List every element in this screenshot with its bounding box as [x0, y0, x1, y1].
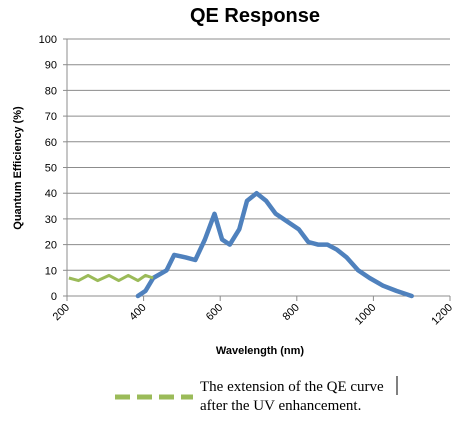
y-tick-label: 80: [45, 85, 57, 97]
chart-title: QE Response: [190, 5, 320, 27]
y-tick-label: 40: [45, 188, 57, 200]
grid-lines: [67, 38, 450, 271]
legend: The extension of the QE curve after the …: [115, 376, 398, 414]
x-tick-labels: 200 400 600 800 1000 1200: [51, 302, 455, 328]
y-tick-labels: 0 10 20 30 40 50 60 70 80 90 100: [39, 34, 57, 303]
x-tick-label: 200: [51, 302, 72, 323]
qe-curve-line: [135, 190, 414, 299]
x-tick-label: 1000: [353, 302, 379, 328]
x-tick-label: 400: [127, 302, 148, 323]
y-tick-label: 30: [45, 214, 57, 226]
y-axis-title: Quantum Efficiency (%): [12, 106, 24, 230]
series-lines: [68, 190, 414, 299]
y-tick-label: 50: [45, 163, 57, 175]
y-tick-label: 90: [45, 60, 57, 72]
legend-line-1: The extension of the QE curve: [200, 379, 384, 395]
y-tick-label: 10: [45, 265, 57, 277]
x-tick-label: 1200: [429, 302, 455, 328]
y-tick-label: 0: [51, 291, 57, 303]
y-tick-label: 60: [45, 137, 57, 149]
y-tick-label: 100: [39, 34, 57, 46]
x-tick-label: 800: [280, 302, 301, 323]
y-tick-label: 20: [45, 240, 57, 252]
y-tick-label: 70: [45, 111, 57, 123]
x-tick-label: 600: [204, 302, 225, 323]
x-axis-title: Wavelength (nm): [216, 345, 305, 357]
axes: [63, 38, 451, 301]
uv-extension-line: [68, 273, 154, 283]
legend-line-2: after the UV enhancement.: [200, 398, 361, 414]
